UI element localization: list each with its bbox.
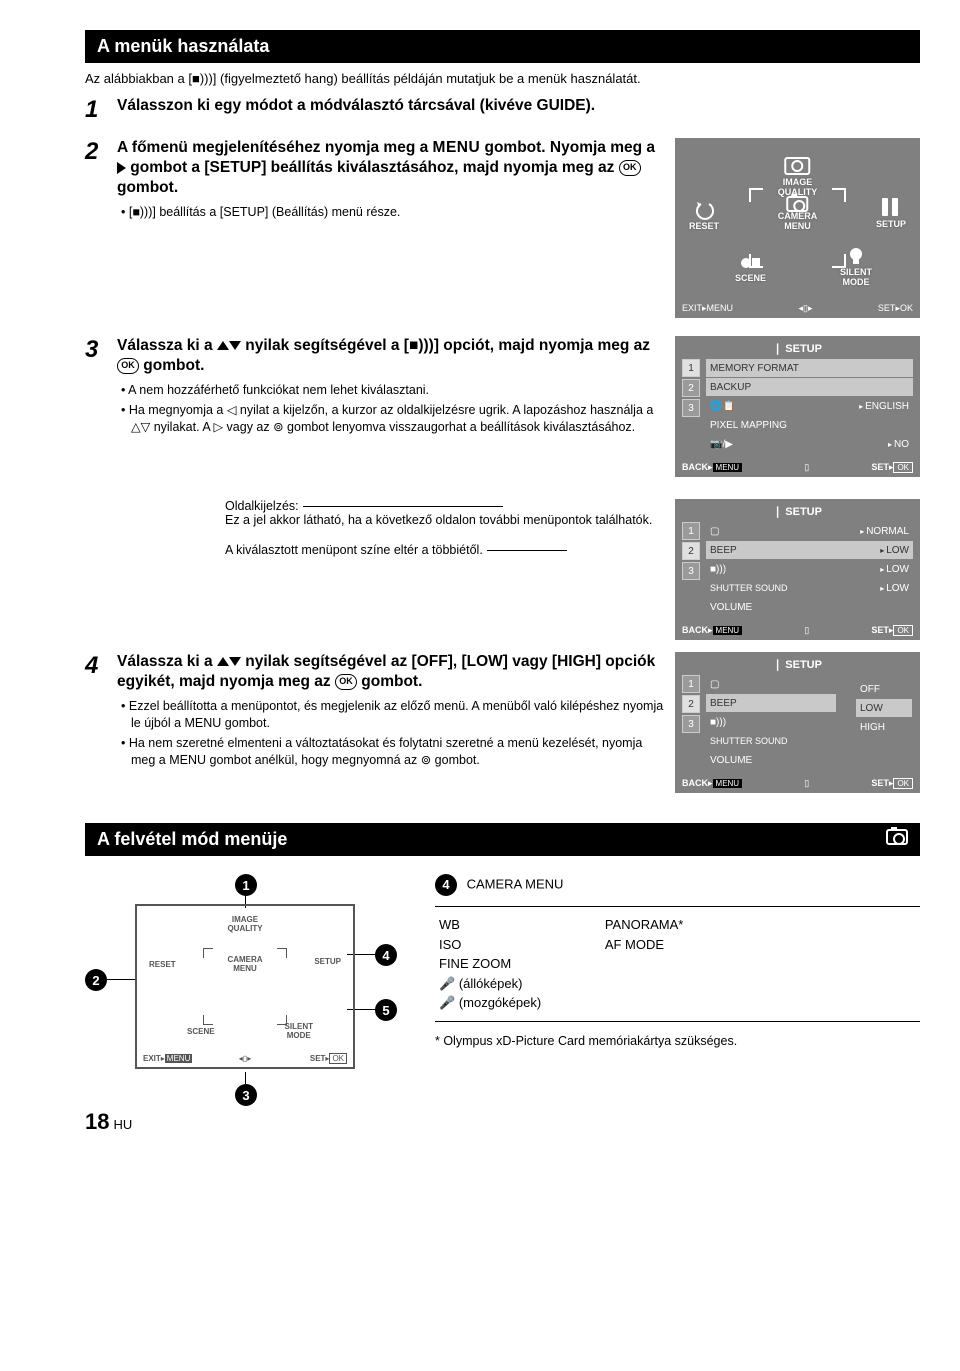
camera-icon [886,829,908,850]
step-2: 2 A főmenü megjelenítéséhez nyomja meg a… [85,138,665,224]
callout-3: 3 [235,1084,257,1106]
lcd-tab-3: 3 [682,562,700,580]
step2-sub1: [■)))] beállítás a [SETUP] (Beállítás) m… [131,204,665,221]
rec-diagram-section: 1 2 4 5 3 IMAGEQUALITY RESET CAMERAMENU … [85,874,920,1069]
lcd-row: ■)))LOW [706,560,913,578]
rec-col-2: PANORAMA* AF MODE [605,915,684,954]
lcd-row: 📷/▶NO [706,435,913,453]
lcd-row: SHUTTER SOUND [706,732,836,750]
lcd-silent-mode: SILENT MODE [840,246,872,288]
lcd-tab-3: 3 [682,715,700,733]
callout-4-label: 4 [435,874,457,896]
lcd-row: MEMORY FORMAT [706,359,913,377]
step-num: 2 [85,138,117,224]
intro-text: Az alábbiakban a [■)))] (figyelmeztető h… [85,71,920,86]
lcd-row: BACKUP [706,378,913,396]
lcd-title: SETUP [682,505,913,518]
lcd-options: OFF LOW HIGH [856,680,912,737]
lcd-row: VOLUME [706,598,913,616]
lcd-scene: SCENE [735,254,766,284]
step3-text: Válassza ki a nyilak segítségével a [■))… [117,336,665,376]
rec-lcd-outline: IMAGEQUALITY RESET CAMERAMENU SETUP SCEN… [135,904,355,1069]
lcd-setup-3: SETUP 1 2 3 ▢ BEEP ■))) SHUTTER SOUND VO… [675,652,920,793]
lcd-setup-1: SETUP 1 2 3 MEMORY FORMAT BACKUP 🌐📋ENGLI… [675,336,920,477]
lcd-setup: SETUP [876,196,906,230]
callout-1: 1 [235,874,257,896]
rec-camera-menu-label: CAMERA MENU [467,876,564,891]
step3-sub2: Ha megnyomja a ◁ nyilat a kijelzőn, a ku… [131,402,665,436]
note-page-indicator: Oldalkijelzés: Ez a jel akkor látható, h… [225,499,665,527]
lcd-tab-2: 2 [682,542,700,560]
rec-col-1: WB ISO FINE ZOOM 🎤 (állóképek) 🎤 (mozgók… [439,915,541,1013]
callout-4: 4 [375,944,397,966]
lcd-row: PIXEL MAPPING [706,416,913,434]
lcd-tab-1: 1 [682,359,700,377]
step-num: 4 [85,652,117,772]
step1-text: Válasszon ki egy módot a módválasztó tár… [117,96,920,116]
callout-2: 2 [85,969,107,991]
callout-5: 5 [375,999,397,1021]
opt-low: LOW [856,699,912,717]
step-1: 1 Válasszon ki egy módot a módválasztó t… [85,96,920,124]
note-selected-color: A kiválasztott menüpont színe eltér a tö… [225,543,665,557]
step3-sub1: A nem hozzáférhető funkciókat nem lehet … [131,382,665,399]
lcd-tab-1: 1 [682,675,700,693]
step-3: 3 Válassza ki a nyilak segítségével a [■… [85,336,665,439]
lcd-footer: BACK▸MENU ▯ SET▸OK [682,459,913,473]
lcd-row: VOLUME [706,751,836,769]
step-num: 3 [85,336,117,439]
rec-footnote: * Olympus xD-Picture Card memóriakártya … [435,1032,920,1051]
lcd-main-menu: IMAGE QUALITY RESET CAMERA MENU SETUP SC… [675,138,920,318]
lcd-tab-1: 1 [682,522,700,540]
lcd-row: ▢ [706,675,836,693]
lcd-row: 🌐📋ENGLISH [706,397,913,415]
page-number: 18HU [85,1109,920,1135]
lcd-row: ■))) [706,713,836,731]
step4-sub2: Ha nem szeretné elmenteni a változtatáso… [131,735,665,769]
step2-text: A főmenü megjelenítéséhez nyomja meg a M… [117,138,665,198]
lcd-setup-2: SETUP 1 2 3 ▢NORMAL BEEPLOW ■)))LOW SHUT… [675,499,920,640]
lcd-row: BEEPLOW [706,541,913,559]
rec-menu-list: 4 CAMERA MENU WB ISO FINE ZOOM 🎤 (állóké… [435,874,920,1050]
lcd-footer: EXIT▸MENU ◂▯▸ SET▸OK [682,303,913,314]
lcd-reset: RESET [689,200,719,232]
lcd-row: SHUTTER SOUNDLOW [706,579,913,597]
lcd-tab-2: 2 [682,379,700,397]
lcd-footer: BACK▸MENU ▯ SET▸OK [682,775,913,789]
rec-title: A felvétel mód menüje [97,829,287,850]
lcd-row: ▢NORMAL [706,522,913,540]
lcd-tab-3: 3 [682,399,700,417]
lcd-footer: BACK▸MENU ▯ SET▸OK [682,622,913,636]
section-title: A menük használata [97,36,269,57]
lcd-title: SETUP [682,658,913,671]
lcd-tab-2: 2 [682,695,700,713]
opt-off: OFF [856,680,912,698]
section-header: A menük használata [85,30,920,63]
step4-sub1: Ezzel beállította a menüpontot, és megje… [131,698,665,732]
opt-high: HIGH [856,718,912,736]
rec-header: A felvétel mód menüje [85,823,920,856]
step-num: 1 [85,96,117,124]
step-4: 4 Válassza ki a nyilak segítségével az [… [85,652,665,772]
step4-text: Válassza ki a nyilak segítségével az [OF… [117,652,665,692]
lcd-camera-menu: CAMERA MENU [778,196,818,232]
lcd-row: BEEP [706,694,836,712]
lcd-title: SETUP [682,342,913,355]
lcd-image-quality: IMAGE QUALITY [778,154,818,198]
